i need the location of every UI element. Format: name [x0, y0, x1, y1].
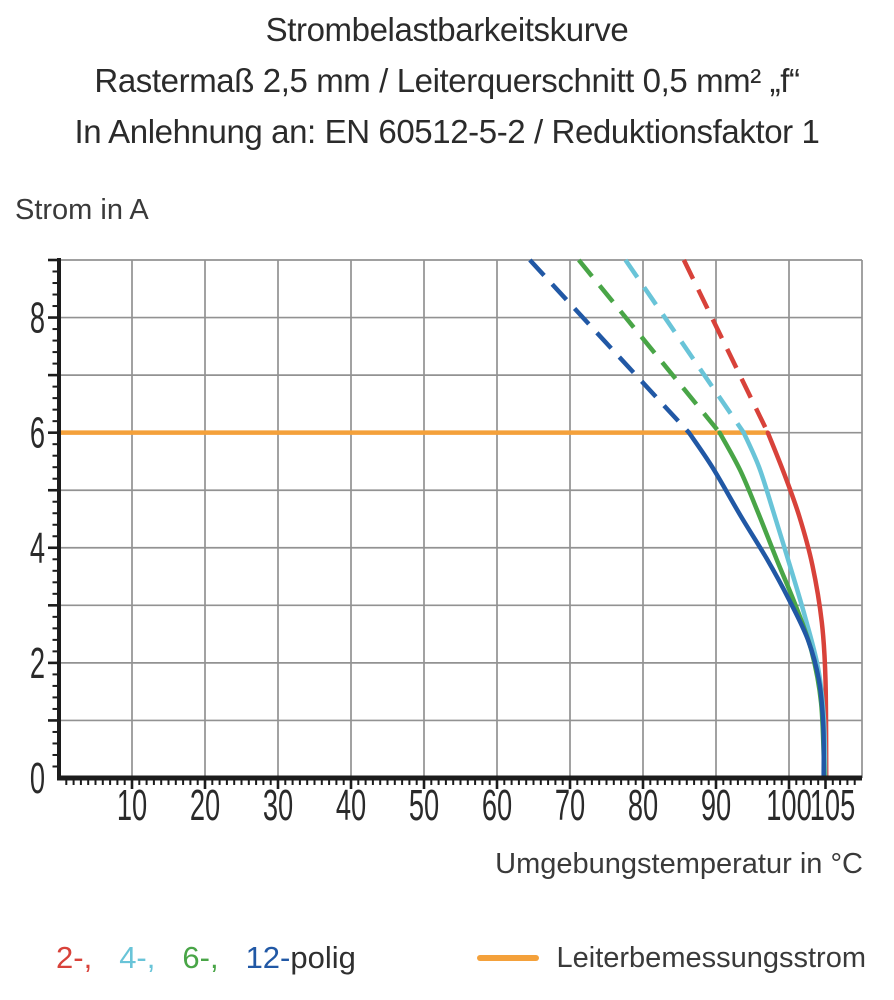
- legend-pole-item: polig: [290, 940, 356, 975]
- chart-title: Strombelastbarkeitskurve Rastermaß 2,5 m…: [0, 4, 894, 157]
- legend-pole-item: 2-,: [56, 940, 93, 975]
- x-tick-label: 105: [810, 780, 856, 829]
- legend-pole-item: 12-: [245, 940, 291, 975]
- x-axis-title: Umgebungstemperatur in °C: [495, 848, 863, 880]
- y-tick-label: 0: [30, 753, 45, 802]
- title-line-3: In Anlehnung an: EN 60512-5-2 / Reduktio…: [74, 113, 820, 150]
- title-line-1: Strombelastbarkeitskurve: [265, 11, 629, 48]
- y-axis-title: Strom in A: [15, 194, 149, 226]
- y-tick-label: 8: [30, 293, 45, 342]
- x-tick-label: 20: [190, 780, 220, 829]
- legend: 2-, 4-, 6-, 12- polig Leiterbemessungsstrom: [56, 932, 866, 984]
- legend-reference: Leiterbemessungsstrom: [476, 941, 866, 975]
- series-12-polig-dashed: [528, 258, 691, 435]
- x-tick-label: 70: [555, 780, 585, 829]
- reference-line-swatch: [476, 955, 539, 961]
- x-tick-label: 50: [409, 780, 439, 829]
- series-2-polig-solid: [765, 430, 829, 781]
- x-tick-label: 90: [701, 780, 731, 829]
- x-tick-label: 10: [117, 780, 147, 829]
- x-tick-label: 30: [263, 780, 293, 829]
- x-tick-label: 60: [482, 780, 512, 829]
- y-tick-label: 6: [30, 408, 45, 457]
- legend-poles: 2-, 4-, 6-, 12- polig: [56, 940, 356, 976]
- y-tick-label: 2: [30, 638, 45, 687]
- x-tick-label: 40: [336, 780, 366, 829]
- series-12-polig-solid: [686, 430, 827, 781]
- y-tick-label: 4: [30, 523, 45, 572]
- legend-pole-item: 6-,: [182, 940, 219, 975]
- legend-pole-item: 4-,: [119, 940, 156, 975]
- series-6-polig-dashed: [577, 258, 722, 435]
- reference-line-label: Leiterbemessungsstrom: [556, 941, 866, 974]
- x-tick-label: 100: [766, 780, 812, 829]
- x-tick-label: 80: [628, 780, 658, 829]
- series-4-polig-dashed: [623, 258, 746, 434]
- title-line-2: Rastermaß 2,5 mm / Leiterquerschnitt 0,5…: [94, 62, 800, 99]
